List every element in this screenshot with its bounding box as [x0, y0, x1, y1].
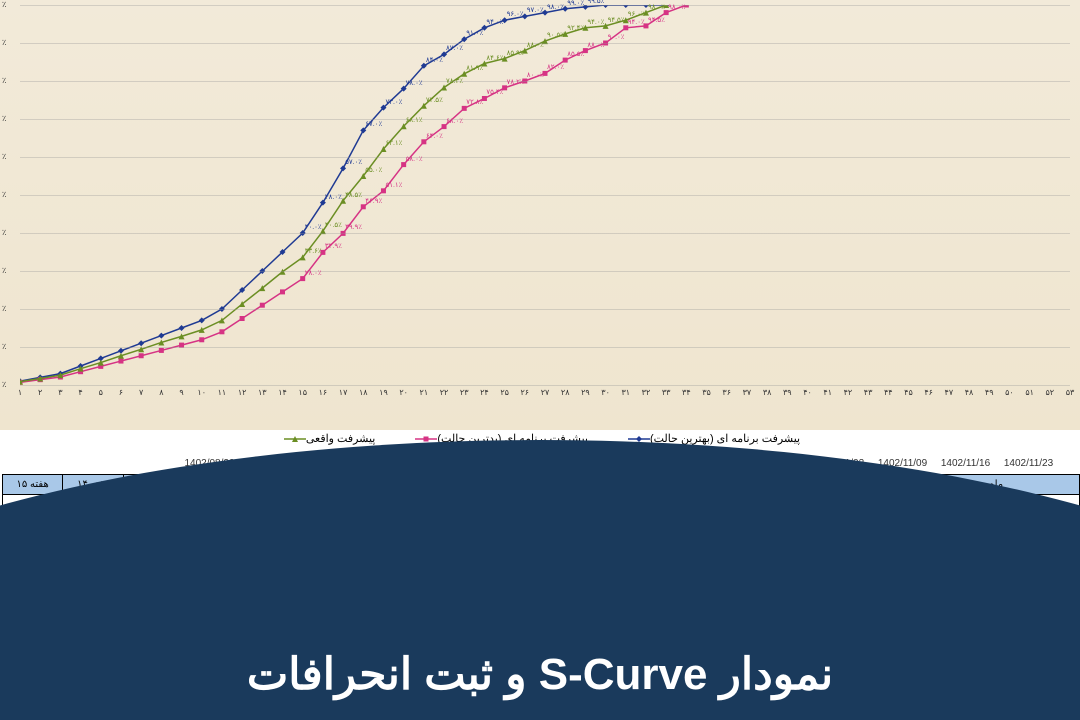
chart-area: ٪٪٪٪٪٪٪٪٪٪٪ ۱۲۳۴۵۶۷۸۹۱۰۱۱۱۲۱۳۱۴۱۵۱۶۱۷۱۸۱…	[0, 0, 1080, 430]
x-axis: ۱۲۳۴۵۶۷۸۹۱۰۱۱۱۲۱۳۱۴۱۵۱۶۱۷۱۸۱۹۲۰۲۱۲۲۲۳۲۴۲…	[20, 388, 1070, 408]
banner: نمودار S-Curve و ثبت انحرافات	[0, 580, 1080, 720]
legend-item: پیشرفت واقعی	[280, 433, 375, 445]
banner-title: نمودار S-Curve و ثبت انحرافات	[0, 649, 1080, 700]
plot: ٪٪٪٪٪٪٪٪٪٪٪	[20, 5, 1070, 385]
